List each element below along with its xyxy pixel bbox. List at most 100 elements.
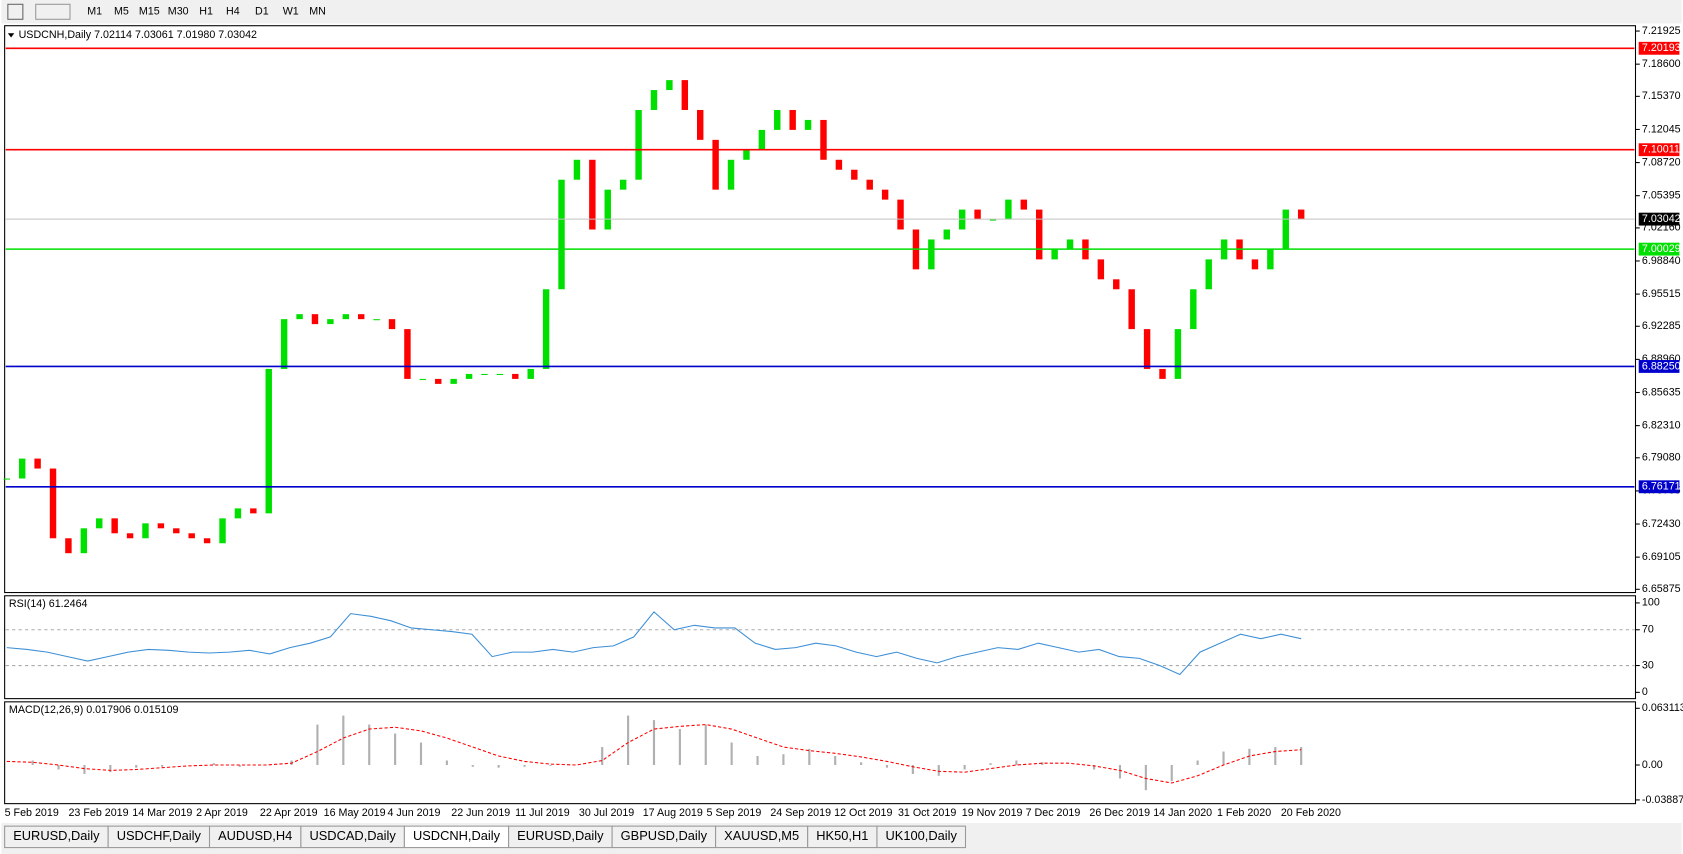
date-label: 7 Dec 2019 xyxy=(1026,807,1081,819)
candle xyxy=(1051,249,1058,260)
y-tick-label: 7.21925 xyxy=(1642,25,1681,37)
y-tick-label: -0.038872 xyxy=(1642,794,1683,806)
date-label: 4 Jun 2019 xyxy=(387,807,440,819)
price-panel xyxy=(4,25,1637,594)
level-label-box xyxy=(1638,41,1680,55)
collapse-icon[interactable] xyxy=(7,33,15,38)
candle xyxy=(234,508,242,519)
tab-label[interactable]: USDCNH,Daily xyxy=(413,828,501,843)
candle xyxy=(804,119,812,130)
y-tick-label: 6.79080 xyxy=(1642,452,1681,464)
candle xyxy=(3,478,11,480)
y-tick-label: 7.18600 xyxy=(1642,58,1681,70)
tab-label[interactable]: HK50,H1 xyxy=(816,828,868,843)
level-label: 6.88250 xyxy=(1642,360,1681,372)
timeframe-button[interactable]: M5 xyxy=(114,6,129,18)
candle xyxy=(881,189,889,200)
candle xyxy=(1005,199,1012,220)
candle xyxy=(219,518,226,544)
timeframe-button[interactable]: W1 xyxy=(283,6,299,18)
chart-area xyxy=(1,23,1682,808)
level-label-box xyxy=(1638,360,1680,373)
timeframe-button[interactable]: MN xyxy=(309,6,326,18)
y-tick-label: 7.15370 xyxy=(1642,90,1681,102)
timeframe-button[interactable]: M1 xyxy=(87,6,102,18)
candle xyxy=(1297,209,1305,220)
candle xyxy=(296,314,303,320)
candle xyxy=(250,508,257,514)
tab-label[interactable]: XAUUSD,M5 xyxy=(724,828,799,843)
y-tick-label: 6.95515 xyxy=(1642,288,1681,300)
date-label: 24 Sep 2019 xyxy=(770,807,831,819)
timeframe-button[interactable]: H4 xyxy=(226,6,240,18)
y-tick-label: 6.98840 xyxy=(1642,255,1681,267)
tool-icon[interactable] xyxy=(35,3,71,20)
candle xyxy=(49,468,57,539)
timeframe-button[interactable]: D1 xyxy=(255,6,269,18)
y-tick-label: 6.92285 xyxy=(1642,320,1681,332)
candle xyxy=(512,373,519,379)
candle xyxy=(696,109,704,140)
y-tick-label: 6.69105 xyxy=(1642,551,1681,563)
candle xyxy=(604,189,611,230)
level-label: 7.10011 xyxy=(1642,144,1680,156)
tool-icon[interactable] xyxy=(7,3,24,20)
date-label: 31 Oct 2019 xyxy=(898,807,956,819)
date-label: 5 Feb 2019 xyxy=(5,807,59,819)
y-tick-label: 70 xyxy=(1642,624,1654,636)
candle xyxy=(173,528,180,534)
level-label: 6.76171 xyxy=(1642,481,1681,493)
tab-label[interactable]: UK100,Daily xyxy=(886,828,958,843)
timeframe-button[interactable]: M30 xyxy=(168,6,189,18)
level-label-box xyxy=(1638,242,1680,256)
timeframe-button[interactable]: H1 xyxy=(199,6,213,18)
candle xyxy=(635,109,642,180)
candle xyxy=(465,373,473,379)
candle xyxy=(404,329,411,379)
y-tick-label: 0 xyxy=(1642,686,1648,698)
candle xyxy=(542,289,550,369)
candle xyxy=(1174,329,1182,379)
tab-label[interactable]: USDCHF,Daily xyxy=(117,828,202,843)
signal-line xyxy=(6,724,1302,784)
candle xyxy=(142,523,149,539)
candle xyxy=(126,533,134,539)
candle xyxy=(851,169,858,180)
candle xyxy=(758,129,766,150)
tab-label[interactable]: USDCAD,Daily xyxy=(309,828,396,843)
tab-label[interactable]: AUDUSD,H4 xyxy=(218,828,292,843)
candle xyxy=(265,368,272,514)
candle xyxy=(373,319,380,321)
candle xyxy=(558,179,565,290)
candle xyxy=(743,149,750,160)
candle xyxy=(496,373,504,375)
candle xyxy=(327,319,334,325)
candle xyxy=(80,528,88,554)
candle xyxy=(34,458,41,469)
timeframe-button[interactable]: M15 xyxy=(139,6,160,18)
y-tick-label: 30 xyxy=(1642,659,1654,671)
candle xyxy=(18,458,26,479)
toolbar xyxy=(1,0,1682,24)
candle xyxy=(357,314,365,320)
tab-label[interactable]: EURUSD,Daily xyxy=(13,828,100,843)
tab-label[interactable]: EURUSD,Daily xyxy=(517,828,604,843)
tab-label[interactable]: GBPUSD,Daily xyxy=(621,828,708,843)
candle xyxy=(712,139,719,190)
candle xyxy=(619,179,627,190)
candle xyxy=(1282,209,1289,250)
level-label: 7.20193 xyxy=(1642,42,1681,54)
tab[interactable] xyxy=(876,825,967,849)
candle xyxy=(974,209,981,220)
level-label-box xyxy=(1638,480,1680,494)
date-label: 5 Sep 2019 xyxy=(707,807,762,819)
rsi-title: RSI(14) 61.2464 xyxy=(9,598,88,610)
candle xyxy=(1036,209,1043,260)
date-label: 26 Dec 2019 xyxy=(1089,807,1150,819)
candle xyxy=(96,518,103,529)
candle xyxy=(311,314,319,325)
date-label: 19 Nov 2019 xyxy=(962,807,1023,819)
candle xyxy=(1190,289,1197,330)
candle xyxy=(989,219,997,221)
